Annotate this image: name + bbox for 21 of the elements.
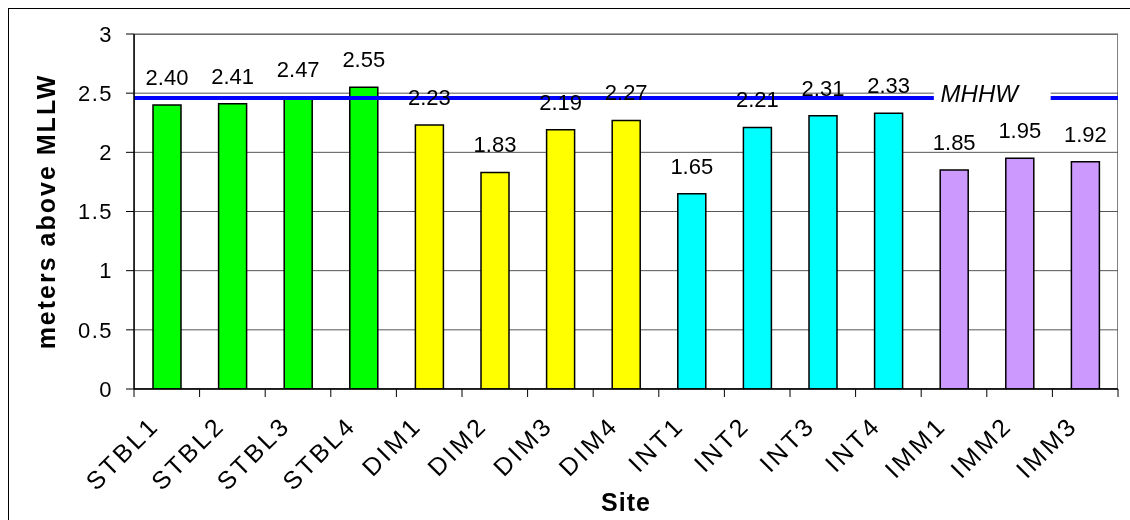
data-label: 1.83 <box>473 132 517 158</box>
data-label: 2.41 <box>211 63 255 89</box>
data-label: 1.85 <box>932 130 976 156</box>
data-label: 2.40 <box>145 65 189 90</box>
y-tick-label: 3 <box>99 21 113 47</box>
y-tick-label: 2 <box>99 140 113 166</box>
y-tick-label: 0 <box>99 376 113 402</box>
data-label: 2.47 <box>276 56 320 82</box>
y-tick-label: 0.5 <box>77 317 113 343</box>
x-axis-title: Site <box>601 488 651 516</box>
y-tick-label: 1 <box>99 258 113 284</box>
y-tick-label: 2.5 <box>77 80 113 106</box>
data-label: 1.95 <box>998 118 1042 144</box>
data-label: 1.92 <box>1063 121 1107 147</box>
ref-line-label: MHHW <box>940 79 1021 107</box>
data-label: 2.55 <box>342 47 386 73</box>
data-label: 1.65 <box>670 153 714 179</box>
y-tick-label: 1.5 <box>77 199 113 225</box>
data-label: 2.33 <box>867 73 911 99</box>
data-label: 2.31 <box>801 75 845 101</box>
y-axis-title: meters above MLLW <box>32 73 60 350</box>
